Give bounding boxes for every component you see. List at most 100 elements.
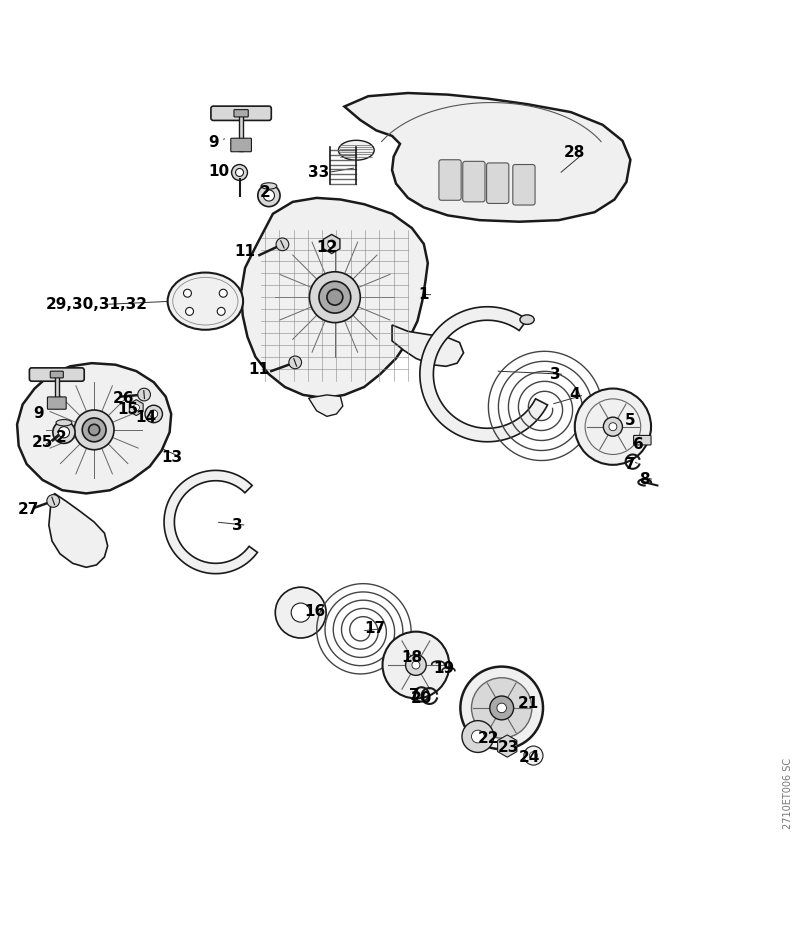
Text: 2710ET006 SC: 2710ET006 SC bbox=[782, 758, 793, 829]
Text: 7: 7 bbox=[625, 457, 636, 472]
Polygon shape bbox=[49, 493, 108, 567]
Text: 12: 12 bbox=[316, 240, 338, 255]
Circle shape bbox=[471, 678, 532, 739]
Circle shape bbox=[460, 666, 543, 749]
Text: 22: 22 bbox=[478, 731, 500, 746]
Text: 11: 11 bbox=[248, 362, 269, 377]
Circle shape bbox=[231, 165, 247, 181]
Text: 28: 28 bbox=[564, 145, 586, 160]
Circle shape bbox=[319, 282, 350, 313]
FancyBboxPatch shape bbox=[462, 161, 485, 202]
Text: 5: 5 bbox=[625, 413, 636, 428]
Circle shape bbox=[327, 289, 343, 305]
Text: 16: 16 bbox=[304, 604, 326, 619]
Text: 14: 14 bbox=[135, 410, 156, 425]
Circle shape bbox=[406, 654, 426, 676]
Circle shape bbox=[603, 417, 622, 436]
Circle shape bbox=[82, 418, 106, 442]
Text: 6: 6 bbox=[633, 437, 644, 452]
Circle shape bbox=[219, 289, 227, 298]
Ellipse shape bbox=[261, 183, 277, 189]
Polygon shape bbox=[392, 325, 463, 366]
FancyBboxPatch shape bbox=[439, 160, 461, 200]
FancyBboxPatch shape bbox=[47, 397, 66, 409]
Text: 10: 10 bbox=[208, 164, 230, 179]
FancyBboxPatch shape bbox=[513, 165, 535, 205]
Polygon shape bbox=[344, 93, 630, 222]
Text: 15: 15 bbox=[117, 402, 138, 417]
Circle shape bbox=[412, 661, 420, 669]
Circle shape bbox=[89, 424, 100, 435]
Circle shape bbox=[145, 405, 162, 423]
Text: 17: 17 bbox=[364, 621, 385, 636]
Circle shape bbox=[289, 356, 302, 369]
Text: 2: 2 bbox=[259, 184, 270, 199]
Circle shape bbox=[471, 730, 484, 743]
Text: 27: 27 bbox=[18, 502, 39, 517]
Text: 20: 20 bbox=[410, 691, 432, 706]
Text: 3: 3 bbox=[232, 518, 242, 533]
Circle shape bbox=[382, 632, 450, 698]
Bar bbox=[239, 115, 243, 151]
Text: 11: 11 bbox=[234, 244, 255, 259]
FancyBboxPatch shape bbox=[234, 110, 248, 117]
Text: 19: 19 bbox=[433, 661, 454, 676]
Text: 3: 3 bbox=[550, 367, 560, 382]
Circle shape bbox=[524, 746, 543, 765]
Text: 8: 8 bbox=[639, 473, 650, 488]
Circle shape bbox=[138, 388, 150, 401]
Circle shape bbox=[462, 721, 494, 753]
Text: 24: 24 bbox=[519, 751, 540, 766]
Circle shape bbox=[263, 190, 274, 201]
Text: 25: 25 bbox=[32, 435, 53, 450]
Circle shape bbox=[490, 696, 514, 720]
Ellipse shape bbox=[168, 272, 243, 329]
Text: 7: 7 bbox=[409, 688, 420, 703]
Text: 1: 1 bbox=[418, 287, 429, 302]
Polygon shape bbox=[241, 197, 428, 398]
FancyBboxPatch shape bbox=[50, 372, 63, 378]
Circle shape bbox=[183, 289, 191, 298]
Text: 4: 4 bbox=[570, 388, 580, 402]
Circle shape bbox=[328, 240, 336, 248]
Text: 9: 9 bbox=[34, 406, 44, 421]
Polygon shape bbox=[420, 307, 547, 442]
Circle shape bbox=[497, 703, 506, 712]
Circle shape bbox=[291, 603, 310, 622]
Ellipse shape bbox=[56, 419, 72, 426]
Text: 9: 9 bbox=[208, 135, 218, 150]
FancyBboxPatch shape bbox=[30, 368, 84, 381]
Text: 18: 18 bbox=[402, 650, 422, 665]
Text: 29,30,31,32: 29,30,31,32 bbox=[46, 297, 147, 312]
FancyBboxPatch shape bbox=[486, 163, 509, 203]
Circle shape bbox=[74, 410, 114, 449]
FancyBboxPatch shape bbox=[211, 106, 271, 121]
Text: 26: 26 bbox=[113, 390, 134, 405]
Circle shape bbox=[53, 421, 75, 444]
Text: 33: 33 bbox=[307, 165, 329, 180]
Circle shape bbox=[150, 410, 158, 418]
Text: 21: 21 bbox=[518, 695, 539, 710]
Circle shape bbox=[530, 752, 538, 759]
Ellipse shape bbox=[520, 314, 534, 325]
Polygon shape bbox=[164, 471, 258, 574]
Circle shape bbox=[310, 271, 360, 323]
Text: 2: 2 bbox=[55, 431, 66, 446]
Polygon shape bbox=[309, 395, 343, 417]
Polygon shape bbox=[17, 363, 171, 493]
Circle shape bbox=[258, 184, 280, 207]
Circle shape bbox=[218, 307, 225, 315]
Circle shape bbox=[133, 404, 139, 411]
Circle shape bbox=[276, 238, 289, 251]
Bar bbox=[55, 376, 58, 408]
Circle shape bbox=[235, 168, 243, 177]
FancyBboxPatch shape bbox=[230, 139, 251, 152]
Text: 23: 23 bbox=[498, 740, 519, 755]
Circle shape bbox=[275, 587, 326, 638]
Circle shape bbox=[609, 423, 617, 431]
Circle shape bbox=[47, 494, 59, 507]
Circle shape bbox=[58, 427, 70, 438]
Circle shape bbox=[574, 388, 651, 465]
Text: 13: 13 bbox=[162, 450, 182, 465]
Circle shape bbox=[186, 307, 194, 315]
